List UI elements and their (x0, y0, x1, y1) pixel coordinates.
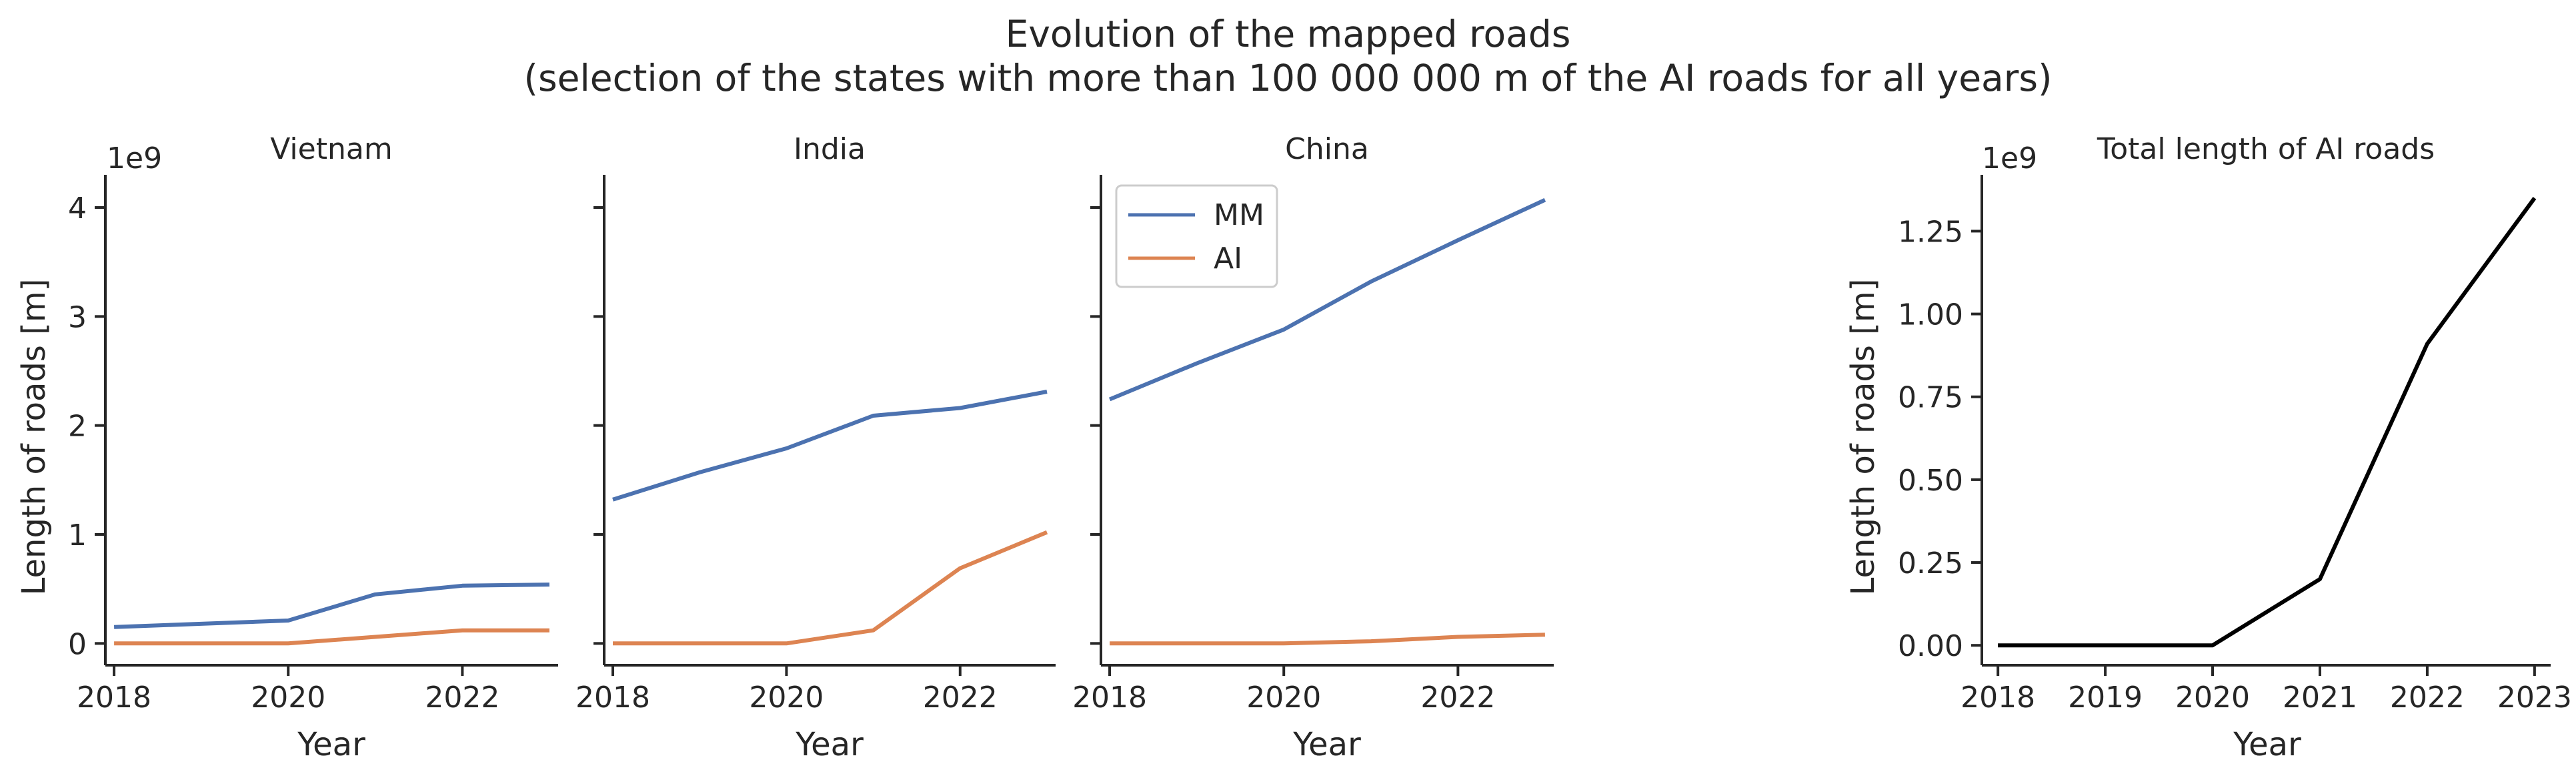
vietnam-ytick-label: 4 (68, 191, 87, 226)
subplot-total-ai-offset-text: 1e9 (1982, 141, 2037, 175)
china-series-ai (1110, 633, 1545, 646)
total-ai-series-ai-total (1998, 197, 2537, 648)
vietnam-xtick-label: 2020 (251, 681, 325, 715)
total-ai-xtick-label: 2023 (2497, 681, 2572, 715)
total-ai-ytick-label: 1.00 (1898, 298, 1963, 332)
total-ai-xtick-label: 2018 (1961, 681, 2035, 715)
vietnam-ytick-label: 3 (68, 300, 87, 334)
subplot-china-xlabel: Year (1292, 726, 1361, 763)
subplot-china: China Year 2018 2020 2022 MM AI (1072, 132, 1554, 763)
vietnam-series-mm (113, 582, 549, 629)
total-ai-xtick-label: 2019 (2068, 681, 2143, 715)
china-series-mm (1108, 198, 1546, 402)
vietnam-xtick-label: 2018 (77, 681, 151, 715)
subplot-total-ai: Total length of AI roads 1e9 Length of r… (1844, 132, 2572, 763)
india-xtick-label: 2020 (749, 681, 824, 715)
vietnam-ytick-label: 2 (68, 410, 87, 444)
total-ai-xtick-label: 2022 (2390, 681, 2465, 715)
vietnam-ytick-label: 0 (68, 627, 87, 661)
subplot-total-ai-ylabel: Length of roads [m] (1844, 279, 1882, 596)
subplot-vietnam: Vietnam 1e9 Length of roads [m] Year 0 1 2… (15, 132, 558, 763)
figure-title-line1: Evolution of the mapped roads (1005, 13, 1571, 55)
legend-frame (1115, 184, 1278, 288)
vietnam-xtick-label: 2022 (425, 681, 499, 715)
total-ai-ytick-label: 1.25 (1898, 215, 1963, 249)
total-ai-xtick-label: 2020 (2175, 681, 2250, 715)
total-ai-xtick-label: 2021 (2283, 681, 2357, 715)
subplot-vietnam-title: Vietnam (270, 132, 392, 166)
total-ai-ytick-label: 0.50 (1898, 464, 1963, 498)
subplot-total-ai-xlabel: Year (2233, 726, 2301, 763)
subplot-india-xlabel: Year (795, 726, 864, 763)
subplot-vietnam-offset-text: 1e9 (107, 141, 162, 175)
subplot-total-ai-title: Total length of AI roads (2097, 132, 2435, 166)
legend: MM AI (1115, 184, 1278, 288)
china-xtick-label: 2018 (1072, 681, 1147, 715)
vietnam-ytick-label: 1 (68, 518, 87, 552)
subplot-vietnam-ylabel: Length of roads [m] (15, 279, 53, 596)
subplot-india: India Year 2018 2020 2022 (575, 132, 1056, 763)
legend-label-ai: AI (1214, 242, 1242, 276)
total-ai-ytick-label: 0.00 (1898, 629, 1963, 663)
figure-title-line2: (selection of the states with more than … (523, 57, 2053, 99)
india-xtick-label: 2022 (923, 681, 998, 715)
subplot-vietnam-xlabel: Year (297, 726, 365, 763)
vietnam-series-ai (114, 628, 549, 646)
india-xtick-label: 2018 (575, 681, 650, 715)
total-ai-ytick-label: 0.75 (1898, 381, 1963, 415)
subplot-india-title: India (794, 132, 866, 166)
legend-label-mm: MM (1214, 198, 1264, 232)
india-series-ai (613, 530, 1048, 646)
china-xtick-label: 2020 (1246, 681, 1321, 715)
india-series-mm (612, 390, 1048, 502)
subplot-china-title: China (1285, 132, 1369, 166)
total-ai-ytick-label: 0.25 (1898, 546, 1963, 580)
china-xtick-label: 2022 (1420, 681, 1495, 715)
